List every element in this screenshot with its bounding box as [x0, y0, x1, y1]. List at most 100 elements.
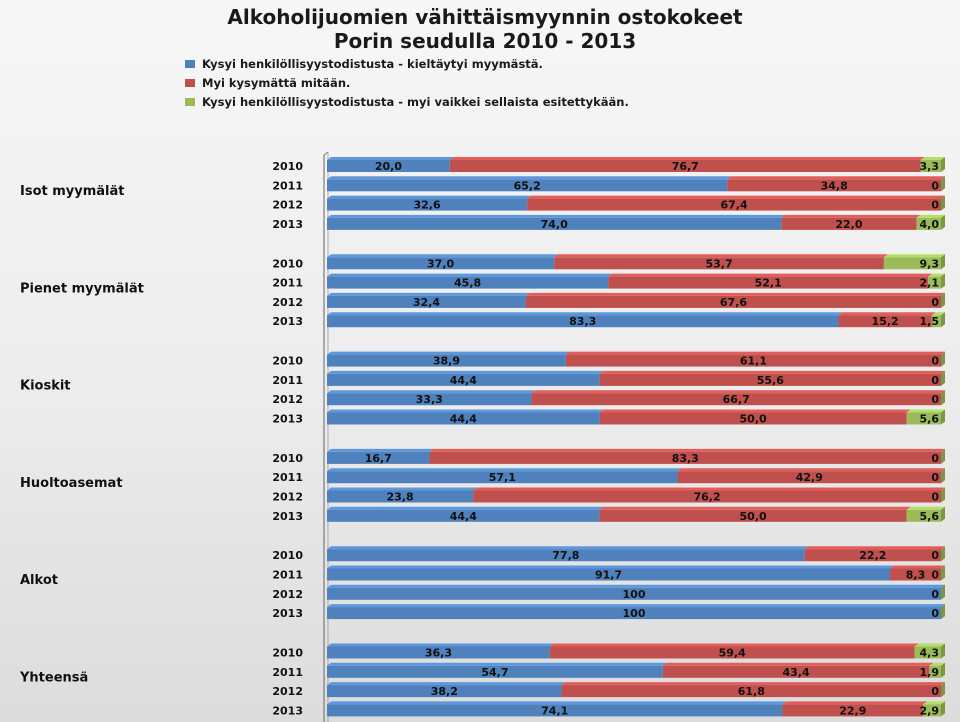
data-label: 33,3 [416, 393, 443, 406]
bar-segment [327, 295, 526, 308]
bar-segment-top [327, 506, 604, 510]
year-label: 2010 [272, 647, 303, 660]
bar-segment [928, 276, 941, 289]
data-label: 22,0 [835, 218, 862, 231]
data-label: 83,3 [569, 315, 596, 328]
year-label: 2011 [272, 471, 303, 484]
bar-end-cap [941, 565, 945, 581]
data-label: 74,1 [541, 704, 568, 717]
bar-segment [327, 217, 782, 230]
bar-segment [327, 587, 941, 600]
year-label: 2013 [272, 413, 303, 426]
year-label: 2010 [272, 257, 303, 270]
year-label: 2013 [272, 315, 303, 328]
data-label: 9,3 [920, 257, 940, 270]
bar-segment-top [327, 409, 604, 413]
bar-segment [920, 160, 941, 172]
bar-segment-top [727, 176, 945, 180]
data-label: 67,4 [721, 199, 748, 212]
bar-segment-top [473, 487, 945, 491]
data-label: 3,3 [920, 160, 940, 173]
bar-end-cap [941, 546, 945, 562]
bar-segment [677, 471, 941, 484]
bar-end-cap [941, 312, 945, 328]
category-label: Huoltoasemat [20, 476, 123, 491]
year-label: 2011 [272, 374, 303, 387]
data-label: 100 [623, 607, 646, 620]
bar-segment-top [327, 468, 682, 472]
bar-end-cap [941, 662, 945, 678]
bar-segment [906, 509, 941, 522]
chart-labels: Isot myymälät 2010 20,0 76,7 3,3 2011 65,2 34,8… [19, 160, 939, 717]
bar-segment [804, 549, 941, 562]
bar-segment-top [838, 312, 936, 316]
bar-segment-top [599, 506, 911, 510]
bar-segment-top [327, 176, 732, 180]
bar-segment [327, 509, 600, 522]
year-label: 2013 [272, 607, 303, 620]
bar-end-cap [941, 351, 945, 367]
bar-segment [327, 354, 566, 367]
data-label: 0 [931, 491, 939, 504]
category-label: Pienet myymälät [20, 281, 144, 296]
data-label: 0 [931, 296, 939, 309]
data-label: 1,9 [920, 666, 940, 679]
bar-segment-top [677, 468, 945, 472]
bar-segment-top [327, 662, 667, 666]
bar-segment [327, 685, 562, 698]
bar-segment [608, 276, 929, 289]
bar-segment-top [327, 682, 566, 686]
bar-segment-top [662, 662, 934, 666]
data-label: 4,0 [920, 218, 940, 231]
legend-swatch [185, 98, 195, 106]
bar-segment [531, 393, 941, 406]
year-label: 2012 [272, 685, 303, 698]
year-label: 2012 [272, 199, 303, 212]
bar-segment-top [599, 409, 911, 413]
legend-label: Kysyi henkilöllisyystodistusta - kieltäy… [202, 57, 543, 71]
y-axis-depth [323, 151, 329, 156]
data-label: 61,1 [740, 355, 767, 368]
bar-segment [525, 295, 941, 308]
bar-end-cap [941, 584, 945, 600]
data-label: 44,4 [450, 510, 477, 523]
bar-segment-top [327, 643, 554, 647]
bar-segment [782, 704, 924, 717]
bar-segment [727, 179, 941, 192]
bar-segment [327, 490, 474, 503]
year-label: 2010 [272, 549, 303, 562]
bar-segment [327, 412, 600, 425]
chart-legend: Kysyi henkilöllisyystodistusta - kieltäy… [185, 57, 629, 109]
bar-segment-top [327, 390, 536, 394]
bar-segment-top [549, 643, 919, 647]
bar-segment-top [327, 254, 559, 258]
bar-segment-top [916, 214, 945, 218]
category-label: Kioskit [20, 379, 71, 394]
bar-segment-top [327, 214, 786, 218]
data-label: 0 [931, 685, 939, 698]
bar-segment [923, 704, 941, 717]
bar-end-cap [941, 487, 945, 503]
bar-segment-top [327, 273, 613, 277]
data-label: 52,1 [755, 277, 782, 290]
legend-swatch [185, 60, 195, 68]
data-label: 34,8 [821, 179, 848, 192]
bar-segment-top [327, 351, 570, 355]
bar-segment-top [920, 157, 945, 160]
year-label: 2012 [272, 393, 303, 406]
data-label: 43,4 [783, 666, 810, 679]
data-label: 4,3 [920, 647, 940, 660]
data-label: 76,2 [693, 491, 720, 504]
legend-swatch [185, 79, 195, 87]
bar-end-cap [941, 195, 945, 211]
year-label: 2012 [272, 491, 303, 504]
bar-segment-top [554, 254, 888, 258]
bar-segment [554, 257, 884, 270]
category-label: Yhteensä [19, 670, 88, 685]
category-label: Alkot [20, 573, 58, 588]
data-label: 50,0 [740, 510, 767, 523]
data-label: 54,7 [481, 666, 508, 679]
bar-segment [599, 509, 907, 522]
bar-segment-top [327, 292, 530, 296]
data-label: 37,0 [427, 257, 454, 270]
